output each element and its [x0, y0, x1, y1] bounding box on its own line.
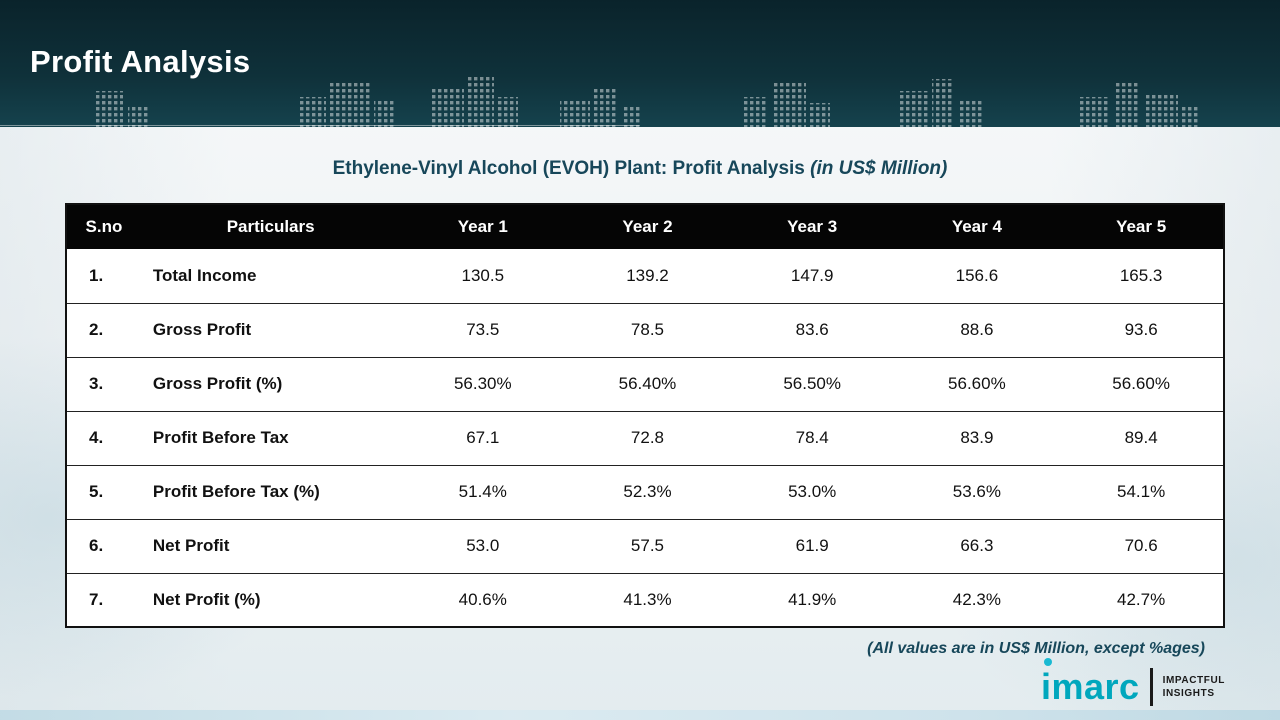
table-row: 4. Profit Before Tax 67.1 72.8 78.4 83.9… [66, 411, 1224, 466]
column-header-year5: Year 5 [1059, 204, 1224, 249]
bottom-decoration-strip [0, 710, 1280, 720]
particular-cell: Gross Profit [140, 303, 401, 358]
value-cell: 72.8 [565, 411, 730, 466]
particular-cell: Gross Profit (%) [140, 357, 401, 412]
logo-divider [1149, 668, 1153, 706]
value-cell: 54.1% [1059, 465, 1224, 520]
value-cell: 78.4 [729, 411, 895, 466]
particular-cell: Net Profit [140, 519, 401, 574]
header-banner: Profit Analysis [0, 0, 1280, 127]
value-cell: 51.4% [400, 465, 566, 520]
logo-brand-text: imarc [1040, 666, 1140, 707]
column-header-year3: Year 3 [729, 204, 895, 249]
profit-table-container: S.no Particulars Year 1 Year 2 Year 3 Ye… [65, 203, 1225, 628]
table-row: 6. Net Profit 53.0 57.5 61.9 66.3 70.6 [66, 519, 1224, 574]
sno-cell: 4. [66, 411, 141, 466]
value-cell: 66.3 [894, 519, 1060, 574]
value-cell: 73.5 [400, 303, 566, 358]
value-cell: 139.2 [565, 249, 730, 304]
sno-cell: 7. [66, 573, 141, 627]
imarc-logo: imarc IMPACTFUL INSIGHTS [1040, 658, 1225, 707]
value-cell: 156.6 [894, 249, 1060, 304]
particular-cell: Profit Before Tax (%) [140, 465, 401, 520]
value-cell: 78.5 [565, 303, 730, 358]
value-cell: 56.60% [1059, 357, 1224, 412]
value-cell: 42.3% [894, 573, 1060, 627]
value-cell: 67.1 [400, 411, 566, 466]
city-skyline-icon [95, 75, 1200, 127]
sno-cell: 5. [66, 465, 141, 520]
table-row: 7. Net Profit (%) 40.6% 41.3% 41.9% 42.3… [66, 573, 1224, 627]
footnote: (All values are in US$ Million, except %… [867, 640, 1205, 657]
table-header-row: S.no Particulars Year 1 Year 2 Year 3 Ye… [66, 204, 1224, 249]
logo-dot-icon [1043, 658, 1052, 666]
column-header-year1: Year 1 [400, 204, 566, 249]
column-header-particulars: Particulars [140, 204, 401, 249]
sno-cell: 2. [66, 303, 141, 358]
logo-tagline-line2: INSIGHTS [1162, 688, 1215, 699]
value-cell: 56.40% [565, 357, 730, 412]
sno-cell: 1. [66, 249, 141, 304]
page-title: Profit Analysis [30, 44, 251, 79]
profit-table: S.no Particulars Year 1 Year 2 Year 3 Ye… [65, 203, 1225, 628]
value-cell: 52.3% [565, 465, 730, 520]
value-cell: 70.6 [1059, 519, 1224, 574]
value-cell: 61.9 [729, 519, 895, 574]
value-cell: 41.9% [729, 573, 895, 627]
value-cell: 56.60% [894, 357, 1060, 412]
particular-cell: Total Income [140, 249, 401, 304]
table-row: 5. Profit Before Tax (%) 51.4% 52.3% 53.… [66, 465, 1224, 520]
sno-cell: 6. [66, 519, 141, 574]
column-header-year2: Year 2 [565, 204, 730, 249]
table-title-text: Ethylene-Vinyl Alcohol (EVOH) Plant: Pro… [332, 158, 805, 179]
value-cell: 53.0% [729, 465, 895, 520]
particular-cell: Profit Before Tax [140, 411, 401, 466]
value-cell: 40.6% [400, 573, 566, 627]
value-cell: 56.30% [400, 357, 566, 412]
table-title-unit: (in US$ Million) [804, 158, 948, 179]
table-row: 3. Gross Profit (%) 56.30% 56.40% 56.50%… [66, 357, 1224, 412]
value-cell: 130.5 [400, 249, 566, 304]
table-row: 1. Total Income 130.5 139.2 147.9 156.6 … [66, 249, 1224, 304]
column-header-year4: Year 4 [894, 204, 1060, 249]
value-cell: 89.4 [1059, 411, 1224, 466]
value-cell: 83.9 [894, 411, 1060, 466]
value-cell: 83.6 [729, 303, 895, 358]
logo-tagline: IMPACTFUL INSIGHTS [1163, 674, 1225, 701]
value-cell: 53.0 [400, 519, 566, 574]
value-cell: 56.50% [729, 357, 895, 412]
table-row: 2. Gross Profit 73.5 78.5 83.6 88.6 93.6 [66, 303, 1224, 358]
value-cell: 165.3 [1059, 249, 1224, 304]
value-cell: 93.6 [1059, 303, 1224, 358]
logo-tagline-line1: IMPACTFUL [1162, 674, 1225, 686]
value-cell: 41.3% [565, 573, 730, 627]
table-title: Ethylene-Vinyl Alcohol (EVOH) Plant: Pro… [0, 158, 1280, 180]
sno-cell: 3. [66, 357, 141, 412]
imarc-logo-wordmark: imarc [1040, 658, 1140, 707]
value-cell: 88.6 [894, 303, 1060, 358]
particular-cell: Net Profit (%) [140, 573, 401, 627]
column-header-sno: S.no [66, 204, 141, 249]
value-cell: 53.6% [894, 465, 1060, 520]
value-cell: 42.7% [1059, 573, 1224, 627]
value-cell: 57.5 [565, 519, 730, 574]
value-cell: 147.9 [729, 249, 895, 304]
